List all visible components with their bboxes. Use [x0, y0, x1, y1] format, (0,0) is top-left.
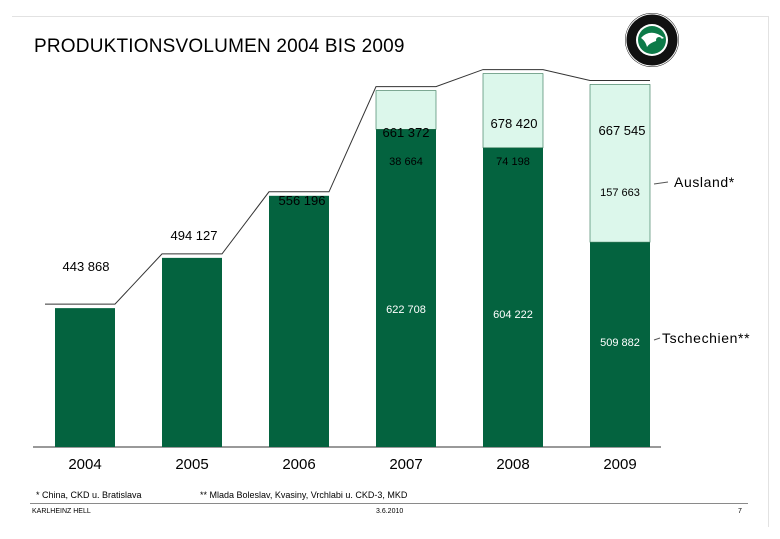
- bar-ausland-2009: [589, 84, 651, 243]
- label-ausland-2008: 74 198: [496, 156, 530, 168]
- slide-frame: [12, 16, 769, 527]
- legend-leader-ausland: [653, 181, 669, 185]
- total-label-2006: 556 196: [279, 193, 326, 208]
- skoda-logo: [625, 13, 679, 67]
- total-label-2004: 443 868: [63, 259, 110, 274]
- label-tschechien-2007: 622 708: [386, 304, 426, 316]
- footer-date: 3.6.2010: [376, 508, 404, 515]
- footer-author: KARLHEINZ HELL: [32, 508, 91, 515]
- footer-rule: [30, 503, 748, 504]
- x-tick-2004: 2004: [68, 456, 101, 473]
- x-tick-2006: 2006: [282, 456, 315, 473]
- bar-tschechien-2006: [269, 195, 329, 447]
- label-tschechien-2009: 509 882: [600, 337, 640, 349]
- bar-tschechien-2004: [55, 308, 115, 447]
- footnote-ausland: * China, CKD u. Bratislava: [36, 490, 142, 500]
- total-label-2009: 667 545: [599, 123, 646, 138]
- x-tick-2007: 2007: [389, 456, 422, 473]
- bar-ausland-2007: [375, 90, 437, 130]
- footnote-tschechien: ** Mlada Boleslav, Kvasiny, Vrchlabi u. …: [200, 490, 408, 500]
- x-tick-2009: 2009: [603, 456, 636, 473]
- x-tick-2008: 2008: [496, 456, 529, 473]
- label-ausland-2009: 157 663: [600, 187, 640, 199]
- label-tschechien-2008: 604 222: [493, 309, 533, 321]
- bar-tschechien-2005: [162, 257, 222, 447]
- total-trend-line: [45, 69, 650, 305]
- legend-leader-tschechien: [653, 337, 661, 341]
- label-ausland-2007: 38 664: [389, 156, 423, 168]
- bar-tschechien-2009: [590, 242, 650, 447]
- legend-ausland: Ausland*: [674, 174, 735, 190]
- legend-tschechien: Tschechien**: [662, 330, 751, 346]
- footer-page-number: 7: [738, 508, 742, 515]
- total-label-2005: 494 127: [171, 228, 218, 243]
- total-label-2007: 661 372: [383, 125, 430, 140]
- slide-title: PRODUKTIONSVOLUMEN 2004 BIS 2009: [34, 36, 405, 57]
- bar-ausland-2008: [482, 73, 544, 149]
- bar-tschechien-2007: [376, 129, 436, 448]
- x-tick-2005: 2005: [175, 456, 208, 473]
- total-label-2008: 678 420: [491, 116, 538, 131]
- bar-tschechien-2008: [483, 147, 543, 447]
